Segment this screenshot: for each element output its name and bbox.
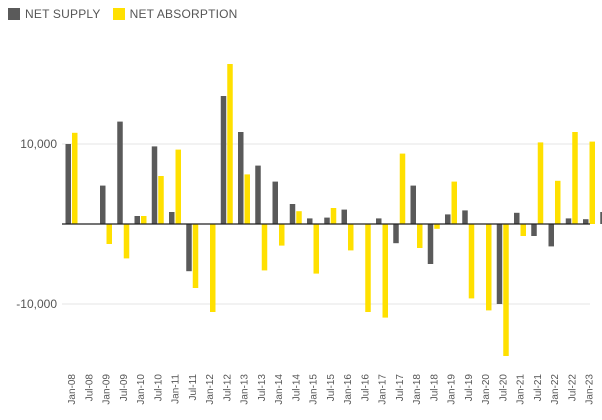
bar-net-absorption-Jul-15	[330, 208, 337, 224]
x-tick-label: Jan-21	[516, 374, 527, 405]
bar-net-supply-Jan-13	[238, 132, 244, 224]
bar-net-supply-Jan-18	[410, 185, 416, 224]
bar-net-absorption-Jul-18	[434, 224, 440, 229]
bar-net-absorption-Jan-22	[555, 180, 561, 224]
y-tick-label: 10,000	[20, 137, 57, 151]
x-tick-label: Jan-16	[343, 374, 354, 405]
bar-net-supply-Jul-22	[565, 218, 572, 224]
x-tick-label: Jul-17	[395, 374, 406, 402]
bar-net-supply-Jul-15	[324, 217, 330, 224]
bar-net-supply-Jul-19	[462, 210, 468, 224]
x-tick-label: Jan-18	[412, 374, 423, 405]
x-tick-label: Jan-08	[67, 374, 78, 405]
legend-item-net-absorption[interactable]: NET ABSORPTION	[112, 7, 238, 21]
x-tick-label: Jul-15	[326, 374, 337, 402]
bar-net-absorption-Jul-17	[399, 153, 406, 224]
bar-net-absorption-Jul-19	[468, 224, 475, 299]
x-tick-label: Jul-21	[533, 374, 544, 402]
x-tick-label: Jan-10	[136, 374, 147, 405]
bar-net-absorption-Jan-11	[175, 149, 181, 224]
bar-net-absorption-Jul-10	[158, 176, 164, 224]
chart-legend: NET SUPPLY NET ABSORPTION	[8, 7, 238, 21]
x-tick-label: Jul-22	[567, 374, 578, 402]
bar-net-absorption-Jan-16	[348, 224, 354, 251]
bar-net-supply-Jan-11	[169, 212, 175, 224]
bar-net-supply-Jan-10	[134, 216, 140, 224]
bar-net-absorption-Jan-19	[451, 181, 457, 224]
legend-label-net-absorption: NET ABSORPTION	[129, 7, 238, 21]
bar-net-supply-Jan-23	[583, 219, 589, 224]
bar-net-supply-Jul-12	[220, 96, 227, 224]
bar-net-absorption-Jan-14	[279, 224, 285, 246]
x-tick-label: Jul-18	[429, 374, 440, 402]
bar-net-supply-Jan-08	[65, 144, 71, 224]
bar-net-absorption-Jan-23	[589, 141, 595, 224]
bar-net-supply-Jul-14	[289, 204, 296, 224]
x-tick-label: Jul-12	[222, 374, 233, 402]
bar-net-absorption-Jan-12	[210, 224, 216, 312]
x-tick-label: Jul-13	[257, 374, 268, 402]
bar-net-absorption-Jul-09	[123, 224, 130, 259]
bar-net-supply-Jan-19	[445, 214, 451, 224]
x-tick-label: Jan-09	[102, 374, 113, 405]
bar-net-absorption-Jan-09	[106, 224, 112, 244]
bar-net-absorption-Jan-21	[520, 224, 526, 236]
x-tick-label: Jul-10	[153, 374, 164, 402]
bar-net-supply-Jul-17	[393, 224, 399, 244]
y-tick-label: -10,000	[16, 297, 57, 311]
bar-net-absorption-Jul-21	[537, 142, 544, 224]
legend-item-net-supply[interactable]: NET SUPPLY	[8, 7, 101, 21]
bar-net-supply-Jan-22	[548, 224, 554, 247]
x-tick-label: Jul-08	[84, 374, 95, 402]
x-tick-label: Jan-20	[481, 374, 492, 405]
x-tick-label: Jan-23	[585, 374, 596, 405]
bar-net-absorption-Jan-17	[382, 224, 388, 318]
x-tick-label: Jan-13	[240, 374, 251, 405]
bar-net-supply-Jul-11	[186, 224, 192, 272]
x-tick-label: Jan-19	[447, 374, 458, 405]
x-tick-label: Jan-15	[309, 374, 320, 405]
bar-net-absorption-Jul-16	[365, 224, 371, 312]
bar-net-absorption-Jul-20	[503, 224, 509, 356]
bar-net-supply-Jan-21	[514, 212, 520, 224]
bar-net-absorption-Jan-08	[72, 132, 78, 224]
x-tick-label: Jan-14	[274, 374, 285, 405]
bar-net-supply-Jan-09	[100, 185, 106, 224]
bar-net-absorption-Jul-22	[572, 132, 578, 224]
bar-net-supply-Jul-09	[117, 121, 123, 224]
bar-net-absorption-Jan-15	[313, 224, 319, 274]
bar-net-supply-Jul-21	[531, 224, 537, 236]
bar-net-absorption-Jul-14	[296, 211, 302, 224]
x-tick-label: Jul-14	[291, 374, 302, 402]
bar-net-supply-Jan-16	[341, 209, 347, 224]
bar-net-absorption-Jul-13	[261, 224, 268, 271]
bar-net-supply-Jul-13	[255, 165, 261, 224]
bar-net-supply-Jan-17	[376, 218, 382, 224]
bar-net-supply-Jan-14	[272, 181, 278, 224]
x-tick-label: Jan-11	[171, 374, 182, 404]
bar-net-absorption-Jan-10	[141, 216, 147, 224]
bar-net-supply-Jul-20	[496, 224, 503, 304]
x-tick-label: Jul-09	[119, 374, 130, 402]
x-tick-label: Jul-11	[188, 374, 199, 401]
bar-net-absorption-Jan-20	[486, 224, 492, 311]
bar-net-supply-Jul-18	[427, 224, 434, 264]
x-tick-label: Jan-12	[205, 374, 216, 405]
x-tick-label: Jul-19	[464, 374, 475, 402]
bar-net-absorption-Jan-13	[244, 174, 250, 224]
legend-swatch-net-supply	[8, 8, 20, 20]
bar-net-supply-Jan-15	[307, 218, 313, 224]
bar-net-absorption-Jan-18	[417, 224, 423, 248]
x-tick-label: Jul-16	[360, 374, 371, 402]
legend-swatch-net-absorption	[112, 8, 125, 20]
bar-net-absorption-Jul-11	[192, 224, 199, 288]
x-tick-label: Jul-20	[498, 374, 509, 402]
bar-net-supply-Jul-10	[151, 146, 158, 224]
bar-net-supply-Jul-23	[600, 212, 602, 224]
legend-label-net-supply: NET SUPPLY	[25, 7, 101, 21]
x-tick-label: Jan-17	[378, 374, 389, 405]
x-tick-label: Jan-22	[550, 374, 561, 405]
bar-net-absorption-Jul-12	[227, 64, 233, 224]
